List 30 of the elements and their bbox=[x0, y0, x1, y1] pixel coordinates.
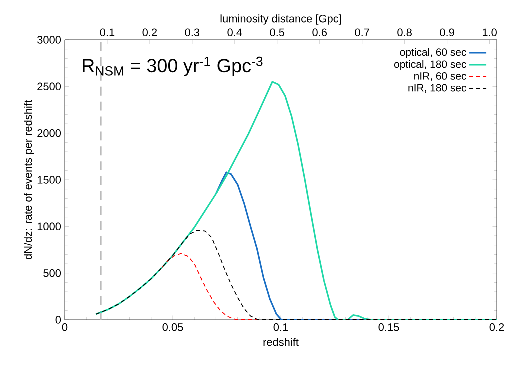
y-tick-label: 3000 bbox=[38, 36, 62, 44]
y-tick-label: 0 bbox=[56, 316, 62, 324]
x2-tick-label: 0.6 bbox=[312, 28, 327, 36]
x2-tick-label: 0.9 bbox=[440, 28, 454, 36]
y-tick-label: 1000 bbox=[38, 222, 62, 231]
annotation: R$_{NSM}$ = 300 yr$^{-1}$ Gpc$^{-3}$ bbox=[83, 56, 263, 76]
y-axis-title: dN/dz: rate of events per redshift bbox=[24, 100, 34, 260]
legend-label: nIR, 60 sec bbox=[414, 72, 466, 82]
x-tick-label: 0.1 bbox=[274, 324, 288, 332]
x-tick-label: 0 bbox=[62, 324, 68, 332]
x-axis-title: redshift bbox=[264, 338, 299, 346]
y-tick-label: 500 bbox=[44, 269, 62, 278]
x-tick-label: 0.15 bbox=[378, 324, 400, 332]
x-tick-label: 0.2 bbox=[490, 324, 504, 332]
y-tick-label: 1500 bbox=[38, 176, 62, 184]
x2-tick-label: 1.0 bbox=[482, 28, 497, 36]
legend-label: optical, 60 sec bbox=[400, 48, 466, 58]
x2-tick-label: 0.5 bbox=[270, 28, 285, 36]
x2-axis-title: luminosity distance [Gpc] bbox=[220, 14, 342, 25]
legend-label: optical, 180 sec bbox=[394, 60, 466, 70]
x-tick-label: 0.05 bbox=[162, 324, 184, 332]
x2-tick-label: 0.4 bbox=[228, 28, 242, 36]
x2-tick-label: 0.1 bbox=[100, 28, 115, 36]
x2-tick-label: 0.7 bbox=[355, 28, 370, 36]
x2-tick-label: 0.8 bbox=[398, 28, 412, 36]
legend-label: nIR, 180 sec bbox=[408, 84, 466, 93]
x2-tick-label: 0.3 bbox=[185, 28, 200, 36]
y-tick-label: 2000 bbox=[38, 129, 62, 138]
y-tick-label: 2500 bbox=[38, 82, 62, 91]
x2-tick-label: 0.2 bbox=[142, 28, 158, 36]
